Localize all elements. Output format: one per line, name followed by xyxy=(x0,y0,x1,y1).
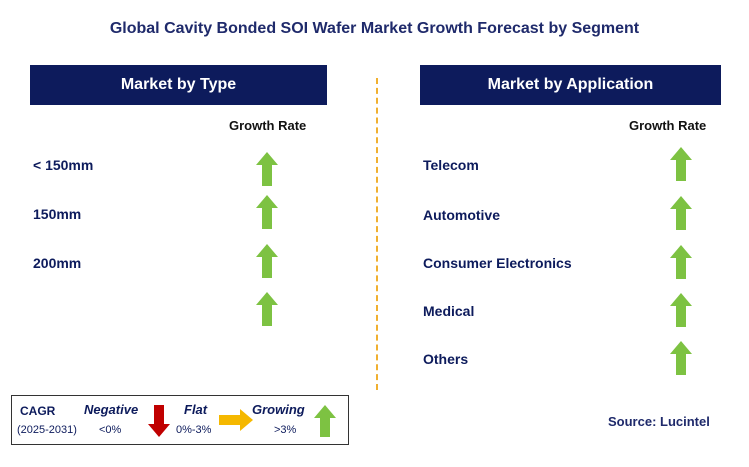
legend-flat-range: 0%-3% xyxy=(176,424,212,436)
cagr-legend: CAGR (2025-2031) Negative <0% Flat 0%-3%… xyxy=(11,395,349,445)
market-by-application-header: Market by Application xyxy=(420,65,721,105)
growing-arrow-icon xyxy=(256,152,278,186)
growing-arrow-icon xyxy=(314,405,336,437)
negative-arrow-icon xyxy=(148,405,170,437)
legend-flat-label: Flat xyxy=(184,402,208,417)
growing-arrow-icon xyxy=(256,292,278,326)
source-note: Source: Lucintel xyxy=(608,414,710,429)
type-row-label: < 150mm xyxy=(33,157,94,173)
panel-divider xyxy=(376,78,378,390)
legend-growing-range: >3% xyxy=(274,424,297,436)
legend-cagr-label: CAGR xyxy=(20,404,56,418)
chart-title: Global Cavity Bonded SOI Wafer Market Gr… xyxy=(109,20,640,37)
type-row-label: 150mm xyxy=(33,206,82,222)
growing-arrow-icon xyxy=(670,196,692,230)
market-by-type-header: Market by Type xyxy=(30,65,327,105)
application-row-label: Others xyxy=(423,351,469,367)
legend-negative-range: <0% xyxy=(99,424,122,436)
application-row-label: Telecom xyxy=(423,157,479,173)
application-row-label: Medical xyxy=(423,303,475,319)
growing-arrow-icon xyxy=(670,341,692,375)
type-growth-rate-heading: Growth Rate xyxy=(229,118,307,133)
flat-arrow-icon xyxy=(219,409,253,431)
growing-arrow-icon xyxy=(670,245,692,279)
application-row-label: Consumer Electronics xyxy=(423,255,572,271)
legend-negative-label: Negative xyxy=(84,402,139,417)
legend-period: (2025-2031) xyxy=(17,424,77,436)
growing-arrow-icon xyxy=(256,195,278,229)
legend-growing-label: Growing xyxy=(252,402,305,417)
growing-arrow-icon xyxy=(670,147,692,181)
growing-arrow-icon xyxy=(256,244,278,278)
application-row-label: Automotive xyxy=(423,207,500,223)
growing-arrow-icon xyxy=(670,293,692,327)
type-row-label: 200mm xyxy=(33,255,82,271)
application-growth-rate-heading: Growth Rate xyxy=(629,118,707,133)
